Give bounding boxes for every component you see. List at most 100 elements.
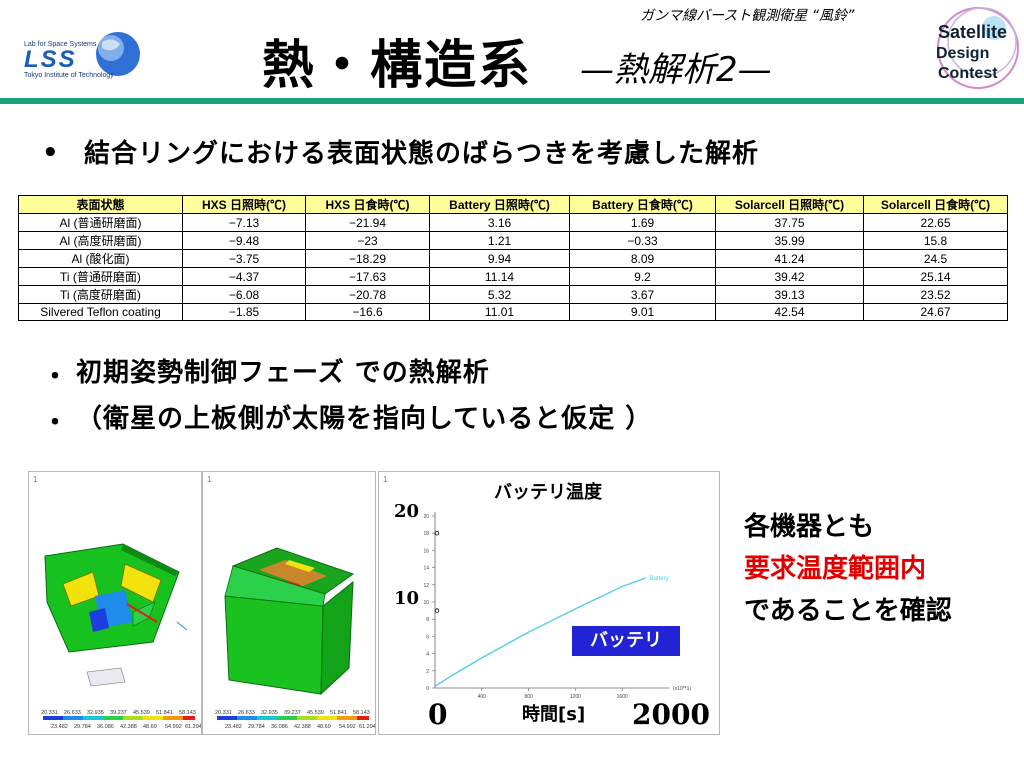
lss-university: Tokyo Institute of Technology	[24, 72, 114, 79]
table-cell: 39.13	[715, 285, 864, 304]
lss-lab-name: Lab for Space Systems	[24, 41, 97, 48]
svg-text:1: 1	[33, 475, 38, 484]
table-cell: 5.32	[429, 285, 570, 304]
y-tick-label: 18	[423, 531, 429, 537]
table-cell: Ti (高度研磨面)	[18, 285, 183, 304]
page-title: 熱・構造系	[262, 36, 533, 96]
svg-text:Design: Design	[936, 45, 989, 62]
x-axis-label-end: 2000	[632, 698, 710, 731]
y-tick-label: 6	[426, 634, 429, 640]
svg-text:23.482: 23.482	[51, 724, 68, 730]
table-row: Ti (普通研磨面) −4.37 −17.63 11.14 9.2 39.42 …	[18, 267, 1008, 286]
x-tick-label: 1200	[570, 694, 581, 700]
table-cell: −7.13	[182, 213, 306, 232]
table-cell: −23	[305, 231, 430, 250]
table-cell: −9.48	[182, 231, 306, 250]
table-cell: 11.01	[429, 303, 570, 321]
table-cell: 24.67	[863, 303, 1008, 321]
table-cell: −6.08	[182, 285, 306, 304]
svg-text:1: 1	[383, 475, 388, 484]
x-axis-title: 時間[s]	[522, 704, 586, 725]
table-cell: 9.94	[429, 249, 570, 268]
table-row: Silvered Teflon coating −1.85 −16.6 11.0…	[18, 303, 1008, 321]
chart-title: バッテリ温度	[494, 482, 602, 503]
table-cell: 35.99	[715, 231, 864, 250]
bullet-sun-pointing-assumption: （衛星の上板側が太陽を指向していると仮定 ）	[76, 404, 653, 434]
series-line-battery	[434, 577, 646, 687]
table-cell: −4.37	[182, 267, 306, 286]
y-axis-label-20: 20	[394, 501, 420, 522]
battery-callout-label: バッテリ	[572, 626, 680, 656]
svg-text:51.841: 51.841	[330, 710, 347, 716]
col-header-solarcell-eclipse: Solarcell 日食時(℃)	[863, 195, 1008, 214]
table-cell: −21.94	[305, 213, 430, 232]
x-tick-label: 1600	[617, 694, 628, 700]
x-scale-note: (x10**1)	[673, 686, 691, 692]
conclusion-line-1: 各機器とも	[744, 512, 875, 542]
col-header-surface: 表面状態	[18, 195, 183, 214]
svg-text:54.992: 54.992	[165, 724, 182, 730]
table-cell: −18.29	[305, 249, 430, 268]
bullet-initial-attitude-phase: 初期姿勢制御フェーズ での熱解析	[76, 358, 490, 388]
table-cell: 23.52	[863, 285, 1008, 304]
svg-text:39.237: 39.237	[284, 710, 301, 716]
svg-text:45.539: 45.539	[307, 710, 324, 716]
table-cell: Al (普通研磨面)	[18, 213, 183, 232]
lss-logo	[96, 32, 140, 76]
svg-text:42.388: 42.388	[120, 724, 137, 730]
table-row: Ti (高度研磨面) −6.08 −20.78 5.32 3.67 39.13 …	[18, 285, 1008, 304]
svg-text:54.992: 54.992	[339, 724, 356, 730]
table-row: Al (高度研磨面) −9.48 −23 1.21 −0.33 35.99 15…	[18, 231, 1008, 250]
bullet-marker: ・	[42, 408, 70, 438]
table-cell: 9.2	[569, 267, 716, 286]
table-cell: Al (酸化面)	[18, 249, 183, 268]
bullet-marker: •	[42, 138, 60, 168]
series-label: Battery	[650, 576, 669, 582]
table-cell: −0.33	[569, 231, 716, 250]
y-tick-label: 2	[426, 669, 429, 675]
colorbar-sim2	[217, 716, 369, 720]
table-cell: Al (高度研磨面)	[18, 231, 183, 250]
table-cell: 25.14	[863, 267, 1008, 286]
svg-text:29.784: 29.784	[248, 724, 265, 730]
table-cell: 22.65	[863, 213, 1008, 232]
thermal-sim-image-closed: 1 20.331 26.633 32.935 39.237 45.539 51.…	[202, 471, 376, 735]
svg-text:48.69: 48.69	[317, 724, 331, 730]
bullet-marker: ・	[42, 362, 70, 392]
table-cell: 9.01	[569, 303, 716, 321]
header-divider	[0, 98, 1024, 104]
table-cell: 8.09	[569, 249, 716, 268]
svg-text:58.143: 58.143	[353, 710, 370, 716]
svg-text:20.331: 20.331	[41, 710, 58, 716]
lss-wordmark: LSS	[24, 46, 77, 73]
page-subtitle: —熱解析2—	[580, 50, 772, 90]
chart-plot-area: 0 2 4 6 8 10 12 14 16 18 20 400 800 1200 1600 (x10**1) B…	[423, 512, 691, 700]
table-cell: 42.54	[715, 303, 864, 321]
svg-text:51.841: 51.841	[156, 710, 173, 716]
col-header-battery-sun: Battery 日照時(℃)	[429, 195, 570, 214]
table-cell: 11.14	[429, 267, 570, 286]
y-tick-label: 12	[423, 583, 429, 589]
marker-dot	[434, 608, 440, 613]
svg-text:39.237: 39.237	[110, 710, 127, 716]
svg-text:20.331: 20.331	[215, 710, 232, 716]
table-cell: 3.16	[429, 213, 570, 232]
y-tick-label: 20	[423, 514, 429, 520]
x-tick-label: 800	[524, 694, 533, 700]
x-tick-label: 400	[478, 694, 487, 700]
table-cell: −17.63	[305, 267, 430, 286]
y-tick-label: 16	[423, 548, 429, 554]
y-tick-label: 14	[423, 566, 429, 572]
table-cell: −1.85	[182, 303, 306, 321]
satellite-design-contest-logo: Satellite Design Contest	[936, 7, 1019, 89]
svg-text:32.935: 32.935	[261, 710, 278, 716]
svg-text:42.388: 42.388	[294, 724, 311, 730]
svg-text:45.539: 45.539	[133, 710, 150, 716]
table-cell: 41.24	[715, 249, 864, 268]
table-cell: Silvered Teflon coating	[18, 303, 183, 321]
y-tick-label: 10	[423, 600, 429, 606]
y-tick-label: 4	[426, 652, 429, 658]
svg-text:61.294: 61.294	[185, 724, 202, 730]
svg-text:1: 1	[207, 475, 212, 484]
